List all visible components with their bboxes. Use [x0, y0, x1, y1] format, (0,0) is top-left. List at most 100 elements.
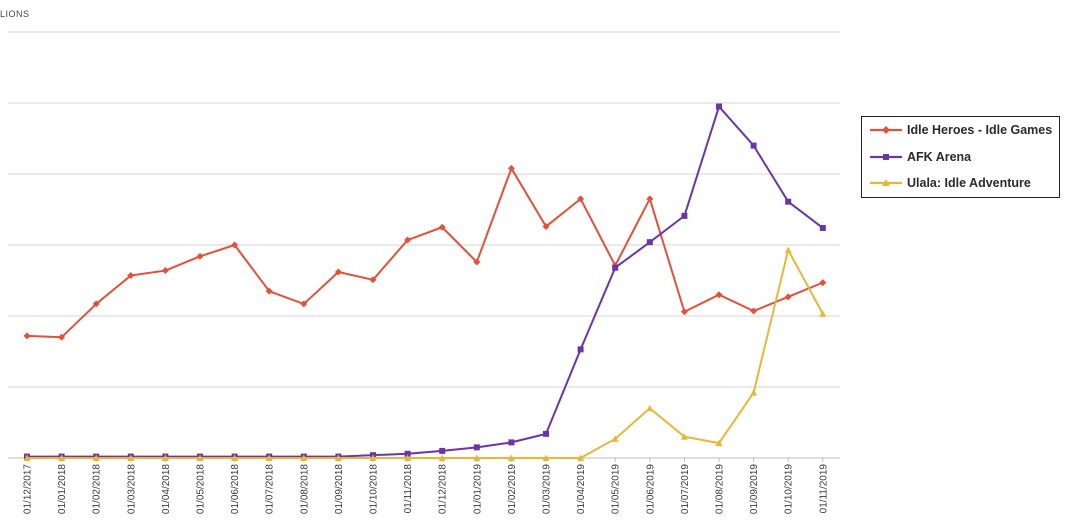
data-point	[646, 195, 654, 203]
series-line	[27, 248, 824, 459]
x-tick-label: 01/12/2018	[438, 464, 449, 514]
x-tick-label: 01/11/2018	[403, 464, 414, 514]
data-point	[265, 287, 273, 295]
series-line	[27, 105, 824, 458]
x-axis-ticks: 01/12/2017 01/01/2018 01/02/2018 01/03/2018…	[23, 458, 829, 514]
data-point	[507, 454, 515, 461]
x-tick-label: 01/04/2018	[161, 464, 172, 514]
data-point	[127, 454, 135, 461]
data-point	[680, 308, 688, 316]
data-point	[681, 212, 688, 219]
x-tick-label: 01/12/2017	[23, 464, 34, 514]
x-tick-label: 01/03/2019	[542, 464, 553, 514]
x-tick-label: 01/07/2018	[265, 464, 276, 514]
x-tick-label: 01/06/2018	[230, 464, 241, 514]
x-tick-label: 01/03/2018	[126, 464, 137, 514]
data-point	[542, 223, 550, 231]
data-point	[23, 332, 31, 340]
data-point	[92, 300, 100, 308]
data-point	[58, 454, 66, 461]
data-point	[404, 236, 412, 244]
legend-swatch-ulala	[870, 179, 902, 186]
data-point	[404, 450, 411, 457]
data-point	[577, 195, 585, 203]
data-point	[750, 142, 757, 149]
data-point	[473, 258, 481, 266]
legend-label: Ulala: Idle Adventure	[907, 176, 1031, 190]
data-point	[231, 241, 239, 249]
data-point	[716, 103, 722, 110]
x-tick-label: 01/02/2018	[92, 464, 103, 514]
data-point	[92, 454, 100, 461]
data-point	[612, 264, 619, 271]
data-point	[473, 444, 480, 451]
data-point	[161, 267, 169, 275]
data-point	[611, 435, 619, 442]
data-point	[784, 246, 792, 253]
series-line	[26, 167, 824, 339]
x-tick-label: 01/01/2018	[57, 464, 68, 514]
data-point	[404, 454, 412, 461]
legend-swatch-afk-arena	[870, 154, 902, 160]
data-point	[715, 291, 723, 299]
x-tick-label: 01/09/2018	[334, 464, 345, 514]
x-tick-label: 01/08/2018	[299, 464, 310, 514]
data-point	[819, 310, 827, 317]
data-point	[543, 430, 549, 437]
data-point	[646, 239, 653, 246]
data-point	[819, 279, 827, 287]
x-tick-label: 01/02/2019	[507, 464, 518, 514]
data-point	[369, 454, 377, 461]
data-point	[334, 454, 342, 461]
data-point	[369, 276, 377, 284]
x-tick-label: 01/09/2019	[749, 464, 760, 514]
chart-legend: Idle Heroes - Idle Games AFK Arena Ulala…	[861, 116, 1060, 198]
series-1	[24, 103, 826, 460]
data-point	[646, 404, 654, 412]
x-tick-label: 01/10/2018	[369, 464, 380, 514]
data-point	[577, 346, 584, 353]
legend-swatch-idle-heroes	[870, 126, 902, 134]
data-point	[196, 252, 204, 260]
data-point	[785, 198, 792, 205]
data-point	[231, 454, 239, 461]
data-point	[473, 454, 481, 461]
x-tick-label: 01/07/2019	[680, 464, 691, 514]
legend-item-afk-arena: AFK Arena	[870, 147, 971, 167]
data-point	[819, 224, 826, 231]
data-point	[542, 454, 550, 461]
data-point	[438, 223, 446, 231]
data-point	[300, 454, 308, 461]
series-0	[23, 164, 827, 341]
data-point	[196, 454, 204, 461]
data-point	[439, 447, 446, 454]
y-axis-unit-label: LIONS	[0, 9, 30, 19]
data-point	[750, 389, 758, 396]
x-tick-label: 01/10/2019	[784, 464, 795, 514]
chart-series	[23, 103, 827, 461]
x-tick-label: 01/04/2019	[576, 464, 587, 514]
x-tick-label: 01/08/2019	[715, 464, 726, 514]
x-tick-label: 01/05/2018	[196, 464, 207, 514]
legend-label: AFK Arena	[907, 150, 972, 164]
gridlines	[8, 31, 840, 459]
x-tick-label: 01/06/2019	[645, 464, 656, 514]
data-point	[715, 439, 723, 447]
data-point	[750, 307, 758, 315]
data-point	[438, 454, 446, 461]
data-point	[265, 454, 273, 461]
data-point	[784, 293, 792, 301]
data-point	[23, 454, 31, 461]
series-2	[23, 246, 827, 461]
data-point	[577, 454, 585, 461]
data-point	[161, 454, 169, 461]
legend-label: Idle Heroes - Idle Games	[907, 123, 1053, 137]
data-point	[300, 300, 308, 308]
data-point	[507, 164, 515, 172]
legend-item-idle-heroes: Idle Heroes - Idle Games	[870, 120, 1052, 140]
x-tick-label: 01/05/2019	[611, 464, 622, 514]
data-point	[680, 433, 688, 440]
legend-item-ulala: Ulala: Idle Adventure	[870, 173, 1031, 193]
data-point	[508, 439, 515, 446]
